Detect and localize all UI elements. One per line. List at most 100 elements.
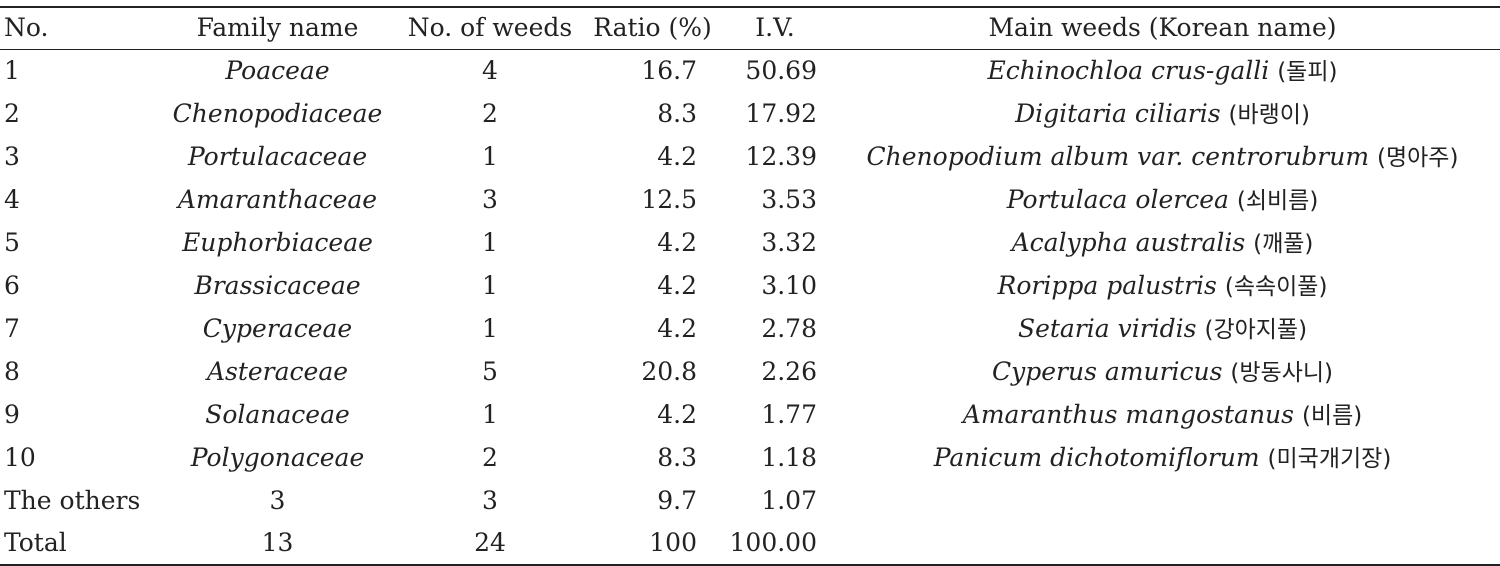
- cell-no: 4: [4, 185, 20, 214]
- cell-iv: 100.00: [725, 521, 825, 566]
- cell-main-weed: Setaria viridis (강아지풀): [825, 308, 1500, 351]
- table-row: 3 Portulacaceae 1 4.2 12.39 Chenopodium album…: [0, 136, 1500, 179]
- header-no: No.: [0, 6, 155, 50]
- header-main-weeds: Main weeds (Korean name): [825, 6, 1500, 50]
- cell-no-of-weeds: 1: [482, 142, 498, 171]
- main-weed-korean-name: (비름): [1301, 402, 1363, 429]
- cell-family-name: Euphorbiaceae: [182, 228, 373, 257]
- cell-family-name: Chenopodiaceae: [172, 99, 383, 128]
- main-weed-scientific-name: Acalypha australis: [1011, 227, 1246, 257]
- table-header-row: No. Family name No. of weeds Ratio (%) I…: [0, 6, 1500, 50]
- cell-iv: 3.32: [761, 228, 817, 257]
- cell-main-weed: Digitaria ciliaris (바랭이): [825, 93, 1500, 136]
- cell-ratio: 20.8: [641, 357, 697, 386]
- cell-no: 8: [4, 357, 20, 386]
- cell-family-name: Solanaceae: [205, 400, 350, 429]
- cell-main-weed: Panicum dichotomiflorum (미국개기장): [825, 437, 1500, 480]
- main-weed-scientific-name: Panicum dichotomiflorum: [933, 442, 1260, 472]
- header-iv: I.V.: [725, 6, 825, 50]
- table-row: 6 Brassicaceae 1 4.2 3.10 Rorippa palustris (…: [0, 265, 1500, 308]
- cell-family-name: Poaceae: [225, 56, 330, 85]
- cell-iv: 17.92: [745, 99, 817, 128]
- cell-main-weed: Acalypha australis (깨풀): [825, 222, 1500, 265]
- cell-family-name: 3: [269, 485, 286, 515]
- cell-main-weed: Echinochloa crus-galli (돌피): [825, 49, 1500, 93]
- cell-no: 1: [4, 56, 20, 85]
- table-row: 7 Cyperaceae 1 4.2 2.78 Setaria viridis (강아지풀…: [0, 308, 1500, 351]
- cell-family-name: Cyperaceae: [202, 314, 353, 343]
- cell-main-weed: Cyperus amuricus (방동사니): [825, 351, 1500, 394]
- cell-no-of-weeds: 3: [482, 485, 498, 515]
- cell-no: 10: [4, 443, 36, 472]
- cell-no: 7: [4, 314, 20, 343]
- main-weed-korean-name: (쇠비름): [1236, 187, 1319, 214]
- cell-iv: 3.53: [761, 185, 817, 214]
- main-weed-scientific-name: Portulaca olercea: [1006, 184, 1229, 214]
- cell-no: 3: [4, 142, 20, 171]
- cell-iv: 3.10: [761, 271, 817, 300]
- cell-iv: 2.26: [761, 357, 817, 386]
- main-weed-scientific-name: Chenopodium album var. centrorubrum: [866, 141, 1370, 171]
- main-weed-korean-name: (돌피): [1277, 58, 1338, 85]
- cell-no: The others: [4, 485, 141, 515]
- cell-no-of-weeds: 2: [482, 99, 498, 128]
- cell-no-of-weeds: 2: [482, 443, 498, 472]
- header-ratio: Ratio (%): [580, 6, 725, 50]
- cell-main-weed: [825, 521, 1500, 566]
- table-row: 9 Solanaceae 1 4.2 1.77 Amaranthus mangostanu…: [0, 394, 1500, 437]
- cell-iv: 50.69: [745, 56, 817, 85]
- cell-family-name: Portulacaceae: [187, 142, 368, 171]
- cell-family-name: Asteraceae: [206, 357, 349, 386]
- cell-ratio: 8.3: [657, 443, 697, 472]
- table-row: The others 3 3 9.7 1.07: [0, 480, 1500, 522]
- main-weed-scientific-name: Cyperus amuricus: [991, 356, 1223, 386]
- cell-no-of-weeds: 4: [482, 56, 498, 85]
- cell-ratio: 4.2: [657, 314, 697, 343]
- cell-no: Total: [0, 521, 155, 566]
- cell-ratio: 8.3: [657, 99, 697, 128]
- cell-no-of-weeds: 1: [482, 400, 498, 429]
- header-family-name: Family name: [155, 6, 400, 50]
- main-weed-korean-name: (미국개기장): [1267, 445, 1392, 472]
- cell-ratio: 16.7: [641, 56, 697, 85]
- cell-family-name: Amaranthaceae: [177, 185, 378, 214]
- cell-ratio: 4.2: [657, 400, 697, 429]
- cell-ratio: 12.5: [641, 185, 697, 214]
- cell-no: 5: [4, 228, 20, 257]
- cell-ratio: 4.2: [657, 228, 697, 257]
- cell-no: 6: [4, 271, 20, 300]
- main-weed-scientific-name: Rorippa palustris: [997, 270, 1217, 300]
- cell-iv: 1.18: [761, 443, 817, 472]
- cell-ratio: 4.2: [657, 142, 697, 171]
- cell-main-weed: [825, 480, 1500, 522]
- table-row: 5 Euphorbiaceae 1 4.2 3.32 Acalypha australis…: [0, 222, 1500, 265]
- main-weed-scientific-name: Echinochloa crus-galli: [987, 55, 1270, 85]
- header-no-of-weeds: No. of weeds: [400, 6, 580, 50]
- table-row: 1 Poaceae 4 16.7 50.69 Echinochloa crus-galli…: [0, 49, 1500, 93]
- main-weed-korean-name: (방동사니): [1230, 359, 1333, 386]
- cell-iv: 2.78: [761, 314, 817, 343]
- cell-family-name: Polygonaceae: [190, 443, 365, 472]
- cell-family-name: Brassicaceae: [194, 271, 361, 300]
- cell-main-weed: Chenopodium album var. centrorubrum (명아주…: [825, 136, 1500, 179]
- main-weed-scientific-name: Amaranthus mangostanus: [962, 399, 1294, 429]
- main-weed-korean-name: (바랭이): [1228, 101, 1310, 128]
- main-weed-korean-name: (강아지풀): [1204, 316, 1308, 343]
- cell-ratio: 9.7: [657, 485, 697, 515]
- table-row: 2 Chenopodiaceae 2 8.3 17.92 Digitaria ciliar…: [0, 93, 1500, 136]
- main-weed-korean-name: (속속이풀): [1224, 273, 1328, 300]
- table-body: 1 Poaceae 4 16.7 50.69 Echinochloa crus-galli…: [0, 49, 1500, 566]
- table-row: 10 Polygonaceae 2 8.3 1.18 Panicum dichotomif…: [0, 437, 1500, 480]
- weed-family-table: No. Family name No. of weeds Ratio (%) I…: [0, 6, 1500, 566]
- main-weed-korean-name: (깨풀): [1253, 230, 1314, 257]
- cell-ratio: 4.2: [657, 271, 697, 300]
- table-row: Total 13 24 100 100.00: [0, 521, 1500, 566]
- cell-main-weed: Rorippa palustris (속속이풀): [825, 265, 1500, 308]
- main-weed-scientific-name: Digitaria ciliaris: [1015, 98, 1221, 128]
- cell-iv: 1.77: [761, 400, 817, 429]
- table-row: 4 Amaranthaceae 3 12.5 3.53 Portulaca olercea…: [0, 179, 1500, 222]
- main-weed-korean-name: (명아주): [1377, 144, 1459, 171]
- cell-iv: 12.39: [745, 142, 817, 171]
- cell-no-of-weeds: 24: [400, 521, 580, 566]
